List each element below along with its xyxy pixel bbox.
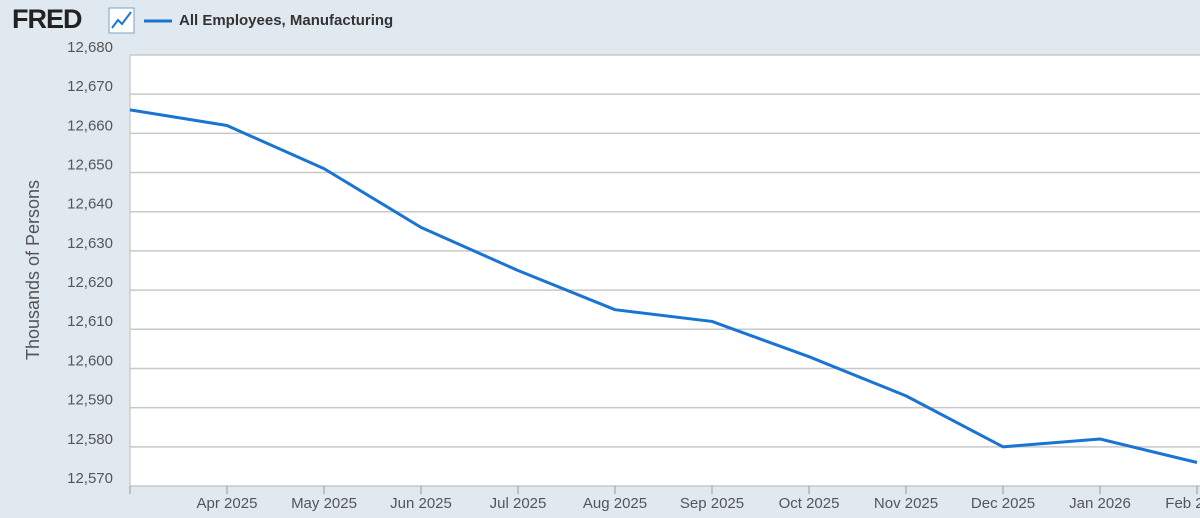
y-tick-label: 12,630	[67, 235, 113, 252]
legend-label: All Employees, Manufacturing	[179, 12, 393, 29]
y-tick-label: 12,650	[67, 157, 113, 174]
x-tick-label: Oct 2025	[779, 495, 840, 512]
y-tick-label: 12,640	[67, 196, 113, 213]
x-tick-label: Nov 2025	[874, 495, 938, 512]
x-tick-label: Jan 2026	[1069, 495, 1131, 512]
x-tick-label: Jun 2025	[390, 495, 452, 512]
logo: FRED	[12, 4, 82, 34]
y-tick-label: 12,610	[67, 313, 113, 330]
x-tick-label: Aug 2025	[583, 495, 647, 512]
x-tick-label: May 2025	[291, 495, 357, 512]
x-tick-label: Jul 2025	[490, 495, 547, 512]
x-tick-label: Apr 2025	[197, 495, 258, 512]
y-tick-label: 12,590	[67, 392, 113, 409]
plot-area	[129, 54, 1200, 487]
y-tick-label: 12,580	[67, 431, 113, 448]
y-tick-label: 12,670	[67, 78, 113, 95]
y-tick-label: 12,620	[67, 274, 113, 291]
y-tick-label: 12,680	[67, 39, 113, 56]
y-tick-label: 12,600	[67, 352, 113, 369]
x-tick-label: Dec 2025	[971, 495, 1035, 512]
y-axis-label: Thousands of Persons	[23, 180, 43, 360]
x-tick-label: Feb 2026	[1165, 495, 1200, 512]
logo-icon	[108, 7, 135, 34]
y-tick-label: 12,570	[67, 470, 113, 487]
data-line	[129, 108, 1198, 464]
y-tick-label: 12,660	[67, 117, 113, 134]
x-tick-label: Sep 2025	[680, 495, 744, 512]
